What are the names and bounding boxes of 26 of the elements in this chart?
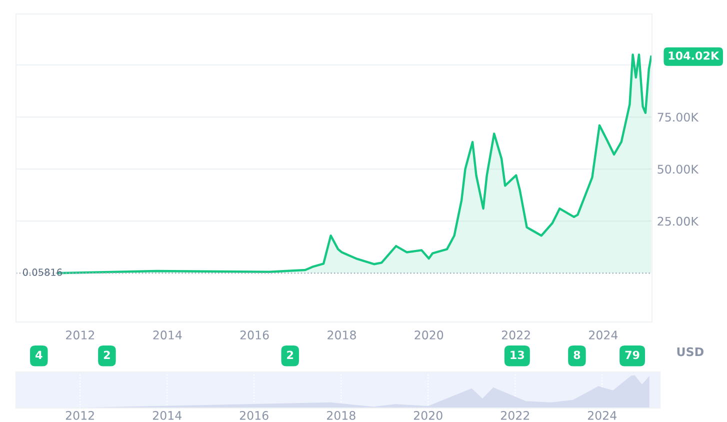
x-tick-label: 2012: [66, 330, 94, 340]
text: 4: [36, 350, 42, 359]
ref-line-label: 0.05816: [23, 268, 62, 276]
x-tick-label: 2022: [502, 330, 530, 340]
x-tick-label: 2022: [501, 410, 530, 420]
y-tick-label: 75.00K: [658, 112, 699, 122]
text: 79: [625, 350, 640, 360]
x-tick-label: 2014: [153, 330, 182, 340]
text: 2: [104, 350, 110, 359]
x-tick-label: 2018: [328, 330, 356, 340]
x-tick-label: 2012: [66, 410, 94, 420]
annotation: 104.02K: [668, 51, 720, 60]
y-tick-label: 25.00K: [658, 216, 699, 226]
x-tick-label: 2014: [152, 410, 182, 420]
x-tick-label: 2020: [414, 410, 442, 420]
text: 13: [510, 350, 524, 360]
x-tick-label: 2018: [327, 410, 356, 420]
x-tick-label: 2024: [589, 330, 618, 340]
x-tick-label: 2020: [414, 330, 444, 340]
text: USD: [677, 347, 704, 356]
x-tick-label: 2024: [588, 410, 616, 420]
x-tick-label: 2016: [240, 410, 268, 420]
y-tick-label: 50.00K: [658, 164, 699, 174]
text: 2: [287, 350, 294, 359]
text: 8: [574, 350, 580, 360]
x-tick-label: 2016: [240, 330, 269, 340]
